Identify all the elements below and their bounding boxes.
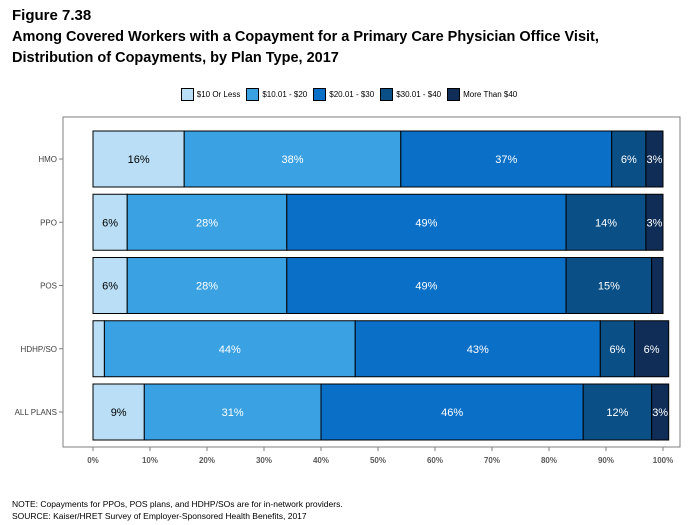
chart-title: Among Covered Workers with a Copayment f…	[12, 27, 692, 69]
data-label: 3%	[646, 154, 662, 166]
legend-label: More Than $40	[463, 90, 518, 99]
category-label: HMO	[38, 155, 57, 164]
plot-frame	[62, 116, 681, 448]
data-label: 43%	[467, 344, 489, 356]
legend-item-more-than-40: More Than $40	[447, 88, 517, 101]
chart-legend: $10 Or Less $10.01 - $20 $20.01 - $30 $3…	[0, 88, 698, 101]
chart-notes: NOTE: Copayments for PPOs, POS plans, an…	[12, 498, 343, 522]
stacked-bar-chart: 0% 10% 20% 30% 40% 50% 60% 70% 80% 90% 100% HMO 16% 3…	[15, 116, 681, 465]
x-tick-label: 100%	[653, 456, 673, 465]
chart-title-line-2: Distribution of Copayments, by Plan Type…	[12, 50, 339, 66]
data-label: 3%	[652, 407, 668, 419]
source-text: SOURCE: Kaiser/HRET Survey of Employer-S…	[12, 511, 307, 521]
legend-swatch	[180, 88, 194, 101]
bar-segment	[651, 383, 670, 441]
legend-item-10-or-less: $10 Or Less	[180, 88, 241, 101]
x-tick-label: 50%	[370, 456, 386, 465]
x-tick-label: 70%	[484, 456, 500, 465]
x-tick-label: 60%	[427, 456, 443, 465]
legend-item-30-to-40: $30.01 - $40	[380, 88, 441, 101]
bar-segment	[92, 383, 145, 441]
bar-segment	[92, 257, 128, 314]
data-label: 28%	[196, 281, 218, 293]
data-label: 6%	[621, 154, 637, 166]
bar-segment	[565, 257, 653, 314]
legend-label: $30.01 - $40	[396, 90, 442, 99]
data-label: 6%	[609, 344, 625, 356]
data-label: 37%	[495, 154, 517, 166]
bar-segment	[611, 130, 647, 188]
x-tick-label: 80%	[541, 456, 557, 465]
bar-segment	[320, 383, 584, 441]
data-label: 49%	[415, 281, 437, 293]
data-label: 9%	[111, 407, 127, 419]
data-label: 16%	[128, 154, 150, 166]
data-label: 12%	[606, 407, 628, 419]
data-label: 6%	[102, 281, 118, 293]
data-label: 15%	[598, 281, 620, 293]
note-text: NOTE: Copayments for PPOs, POS plans, an…	[12, 499, 343, 509]
legend-label: $10 Or Less	[196, 90, 241, 99]
data-label: 6%	[644, 344, 660, 356]
bar-segment	[354, 320, 601, 378]
data-label: 28%	[196, 217, 218, 229]
bar-segment	[582, 383, 653, 441]
data-label: 46%	[441, 407, 463, 419]
legend-item-10-to-20: $10.01 - $20	[246, 88, 307, 101]
bar-segment	[286, 193, 567, 251]
x-tick-label: 40%	[313, 456, 329, 465]
data-label: 44%	[219, 344, 241, 356]
x-tick-label: 20%	[199, 456, 215, 465]
data-label: 49%	[415, 217, 437, 229]
bar-segment	[143, 383, 322, 441]
bar-segment	[645, 130, 664, 188]
category-label: ALL PLANS	[15, 408, 57, 417]
bar-segment	[92, 193, 128, 251]
data-label: 6%	[102, 217, 118, 229]
figure-label: Figure 7.38	[12, 7, 92, 24]
category-label: PPO	[40, 218, 57, 227]
bar-segment	[400, 130, 613, 188]
legend-label: $10.01 - $20	[262, 90, 308, 99]
data-label: 38%	[281, 154, 303, 166]
bar-segment	[92, 130, 185, 188]
legend-swatch	[447, 88, 461, 101]
category-label: HDHP/SO	[21, 345, 57, 354]
legend-swatch	[380, 88, 394, 101]
x-tick-label: 30%	[256, 456, 272, 465]
legend-label: $20.01 - $30	[329, 90, 375, 99]
data-label: 14%	[595, 217, 617, 229]
chart-title-line-1: Among Covered Workers with a Copayment f…	[12, 29, 599, 45]
bar-segment	[565, 193, 647, 251]
category-label: POS	[40, 282, 57, 291]
x-tick-label: 90%	[598, 456, 614, 465]
bar-segment	[634, 320, 670, 378]
x-tick-label: 0%	[87, 456, 99, 465]
bar-segment	[286, 257, 567, 314]
legend-swatch	[313, 88, 327, 101]
bar-segment	[183, 130, 402, 188]
legend-item-20-to-30: $20.01 - $30	[313, 88, 374, 101]
bar-segment	[126, 257, 288, 314]
bar-segment	[645, 193, 664, 251]
data-label: 3%	[646, 217, 662, 229]
bar-segment	[103, 320, 356, 378]
bar-segment	[599, 320, 635, 378]
legend-swatch	[246, 88, 260, 101]
bar-segment	[92, 320, 105, 378]
data-label: 31%	[222, 407, 244, 419]
x-tick-label: 10%	[142, 456, 158, 465]
bar-segment	[651, 257, 664, 314]
